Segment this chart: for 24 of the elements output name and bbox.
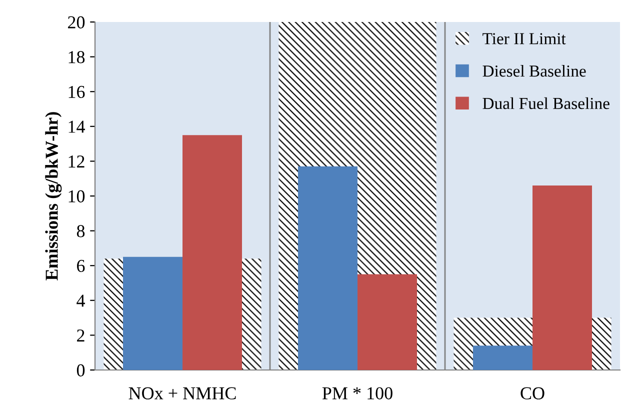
legend-label: Diesel Baseline	[482, 64, 586, 77]
y-tick-label: 18	[68, 51, 85, 64]
y-tick-label: 8	[76, 225, 85, 238]
y-tick-label: 4	[76, 294, 85, 307]
bar	[182, 135, 242, 370]
x-tick-label: PM * 100	[322, 387, 392, 400]
y-tick-label: 2	[77, 330, 84, 342]
x-tick-label: NOx + NMHC	[128, 387, 236, 400]
y-tick-label: 6	[77, 260, 85, 272]
legend-label: Tier II Limit	[482, 33, 566, 44]
bar	[473, 346, 532, 370]
y-tick-label: 10	[68, 190, 85, 202]
legend-label: Dual Fuel Baseline	[482, 97, 610, 110]
y-axis-title: Emissions (g/bkW-hr)	[45, 112, 62, 280]
x-tick-label: CO	[520, 387, 544, 400]
bar	[358, 274, 417, 370]
y-tick-label: 12	[68, 156, 84, 168]
bar	[298, 166, 358, 370]
y-tick-label: 14	[68, 120, 85, 133]
y-tick-label: 16	[68, 86, 85, 98]
y-tick-label: 20	[68, 16, 85, 28]
y-tick-label: 0	[76, 364, 85, 376]
bar	[123, 256, 182, 370]
bar	[532, 186, 592, 370]
